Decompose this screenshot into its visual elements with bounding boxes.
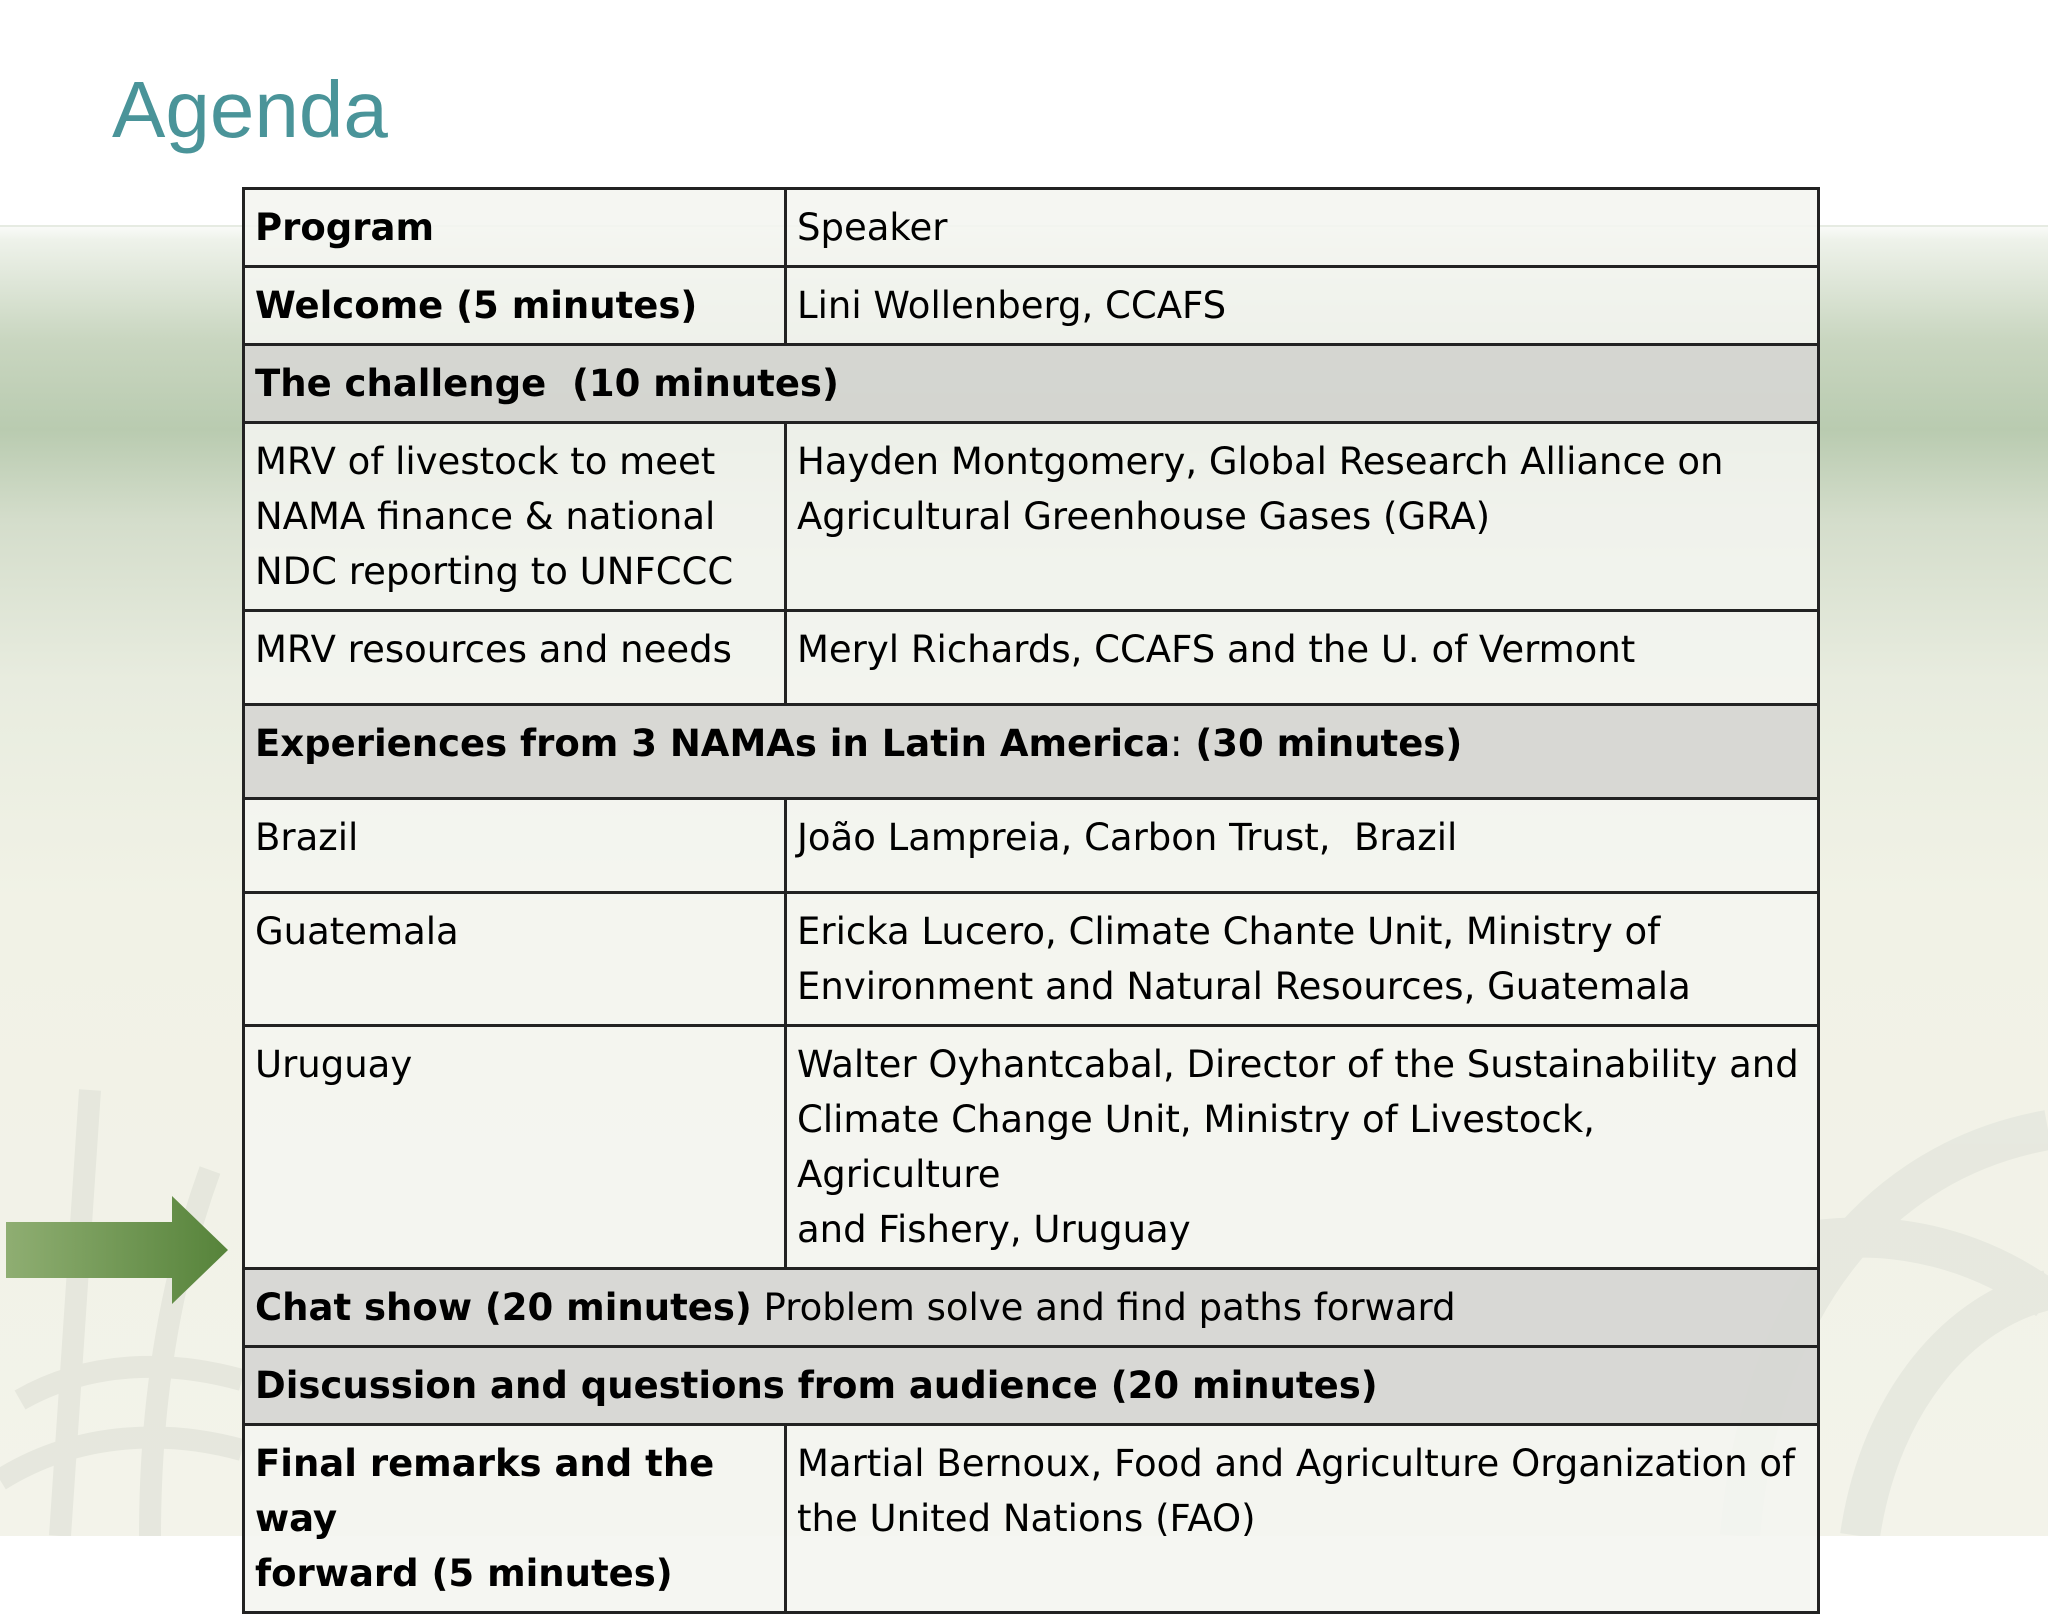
uruguay-speaker: Walter Oyhantcabal, Director of the Sust… [784,1024,1820,1270]
table-row-brazil: Brazil João Lampreia, Carbon Trust, Braz… [242,797,1820,894]
uruguay-program: Uruguay [242,1024,787,1270]
table-row-mrv-resources: MRV resources and needs Meryl Richards, … [242,609,1820,706]
program-header: Program [242,187,787,268]
mrv-resources-program: MRV resources and needs [242,609,787,706]
mrv-livestock-speaker: Hayden Montgomery, Global Research Allia… [784,421,1820,612]
table-row-guatemala: Guatemala Ericka Lucero, Climate Chante … [242,891,1820,1027]
table-row-section-challenge: The challenge (10 minutes) [242,343,1820,424]
mrv-livestock-program: MRV of livestock to meet NAMA finance & … [242,421,787,612]
welcome-program: Welcome (5 minutes) [242,265,787,346]
table-row-welcome: Welcome (5 minutes) Lini Wollenberg, CCA… [242,265,1820,346]
speaker-header: Speaker [784,187,1820,268]
mrv-resources-speaker: Meryl Richards, CCAFS and the U. of Verm… [784,609,1820,706]
table-row-discussion: Discussion and questions from audience (… [242,1345,1820,1426]
table-row-chat-show: Chat show (20 minutes) Problem solve and… [242,1267,1820,1348]
final-program: Final remarks and the way forward (5 min… [242,1423,787,1614]
section-experiences-label: Experiences from 3 NAMAs in Latin Americ… [242,703,1820,800]
section-challenge-label: The challenge (10 minutes) [242,343,1820,424]
slide-title: Agenda [112,65,388,154]
discussion-label: Discussion and questions from audience (… [242,1345,1820,1426]
brazil-speaker: João Lampreia, Carbon Trust, Brazil [784,797,1820,894]
table-row-header: Program Speaker [242,187,1820,268]
agenda-table: Program Speaker Welcome (5 minutes) Lini… [242,187,1820,1614]
table-row-final: Final remarks and the way forward (5 min… [242,1423,1820,1614]
table-row-section-experiences: Experiences from 3 NAMAs in Latin Americ… [242,703,1820,800]
arrow-right-icon [6,1196,228,1304]
guatemala-speaker: Ericka Lucero, Climate Chante Unit, Mini… [784,891,1820,1027]
table-row-uruguay: Uruguay Walter Oyhantcabal, Director of … [242,1024,1820,1270]
welcome-speaker: Lini Wollenberg, CCAFS [784,265,1820,346]
table-row-mrv-livestock: MRV of livestock to meet NAMA finance & … [242,421,1820,612]
final-speaker: Martial Bernoux, Food and Agriculture Or… [784,1423,1820,1614]
guatemala-program: Guatemala [242,891,787,1027]
chat-show-label: Chat show (20 minutes) Problem solve and… [242,1267,1820,1348]
brazil-program: Brazil [242,797,787,894]
